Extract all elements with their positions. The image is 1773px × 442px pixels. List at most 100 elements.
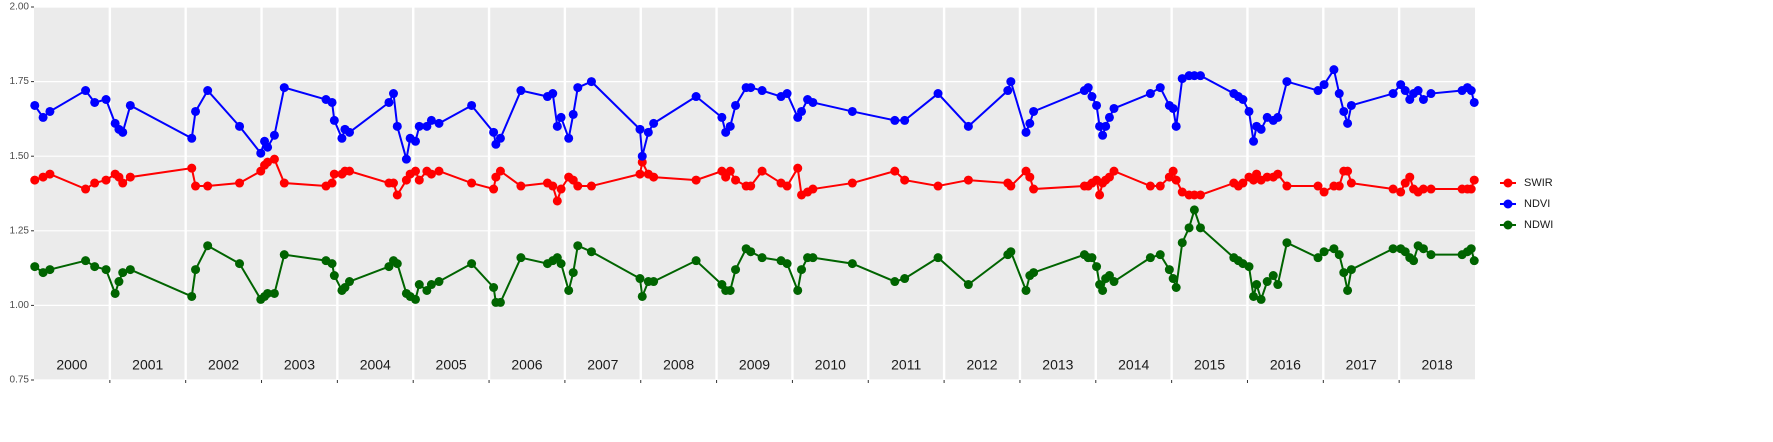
point xyxy=(1268,271,1278,281)
y-tick-label: 1.50 xyxy=(10,151,30,162)
point xyxy=(552,121,562,131)
point xyxy=(1256,294,1266,304)
point xyxy=(1104,112,1114,122)
point xyxy=(269,130,279,140)
point xyxy=(573,241,583,251)
point xyxy=(1177,238,1187,248)
point xyxy=(847,259,857,269)
point xyxy=(586,77,596,87)
point xyxy=(890,166,900,176)
point xyxy=(1319,187,1329,197)
point xyxy=(1171,121,1181,131)
year-label: 2015 xyxy=(1194,357,1225,373)
point xyxy=(1388,89,1398,99)
point xyxy=(556,259,566,269)
point xyxy=(1346,265,1356,275)
legend-key xyxy=(1503,199,1513,209)
point xyxy=(392,259,402,269)
point xyxy=(327,97,337,107)
point xyxy=(434,118,444,128)
point xyxy=(1426,250,1436,260)
point xyxy=(731,100,741,110)
point xyxy=(30,100,40,110)
point xyxy=(1195,71,1205,81)
point xyxy=(30,262,40,272)
point xyxy=(38,112,48,122)
point xyxy=(1319,247,1329,257)
point xyxy=(637,291,647,301)
legend-key xyxy=(1503,178,1513,188)
point xyxy=(1346,178,1356,188)
point xyxy=(38,172,48,182)
point xyxy=(467,100,477,110)
year-label: 2010 xyxy=(815,357,846,373)
point xyxy=(573,181,583,191)
point xyxy=(125,172,135,182)
point xyxy=(1109,103,1119,113)
point xyxy=(691,92,701,102)
point xyxy=(1469,256,1479,266)
point xyxy=(263,288,273,298)
point xyxy=(1426,89,1436,99)
point xyxy=(384,97,394,107)
point xyxy=(187,163,197,173)
point xyxy=(203,86,213,96)
point xyxy=(337,133,347,143)
point xyxy=(649,277,659,287)
year-label: 2008 xyxy=(663,357,694,373)
point xyxy=(900,115,910,125)
y-tick-label: 1.75 xyxy=(10,76,30,87)
point xyxy=(1101,121,1111,131)
point xyxy=(191,106,201,116)
point xyxy=(1339,268,1349,278)
point xyxy=(203,241,213,251)
point xyxy=(45,265,55,275)
point xyxy=(963,121,973,131)
point xyxy=(1006,77,1016,87)
point xyxy=(516,253,526,263)
y-tick-label: 1.25 xyxy=(10,225,30,236)
point xyxy=(1329,65,1339,75)
point xyxy=(1343,166,1353,176)
panel xyxy=(34,7,1475,380)
point xyxy=(900,274,910,284)
point xyxy=(345,166,355,176)
point xyxy=(388,89,398,99)
point xyxy=(1087,253,1097,263)
point xyxy=(101,95,111,105)
point xyxy=(495,297,505,307)
point xyxy=(1177,74,1187,84)
year-label: 2006 xyxy=(511,357,542,373)
point xyxy=(933,253,943,263)
point xyxy=(1256,124,1266,134)
point xyxy=(808,97,818,107)
point xyxy=(890,115,900,125)
point xyxy=(933,181,943,191)
point xyxy=(489,282,499,292)
point xyxy=(516,86,526,96)
point xyxy=(757,166,767,176)
point xyxy=(1346,100,1356,110)
point xyxy=(1177,187,1187,197)
point xyxy=(1145,181,1155,191)
point xyxy=(263,142,273,152)
point xyxy=(191,265,201,275)
point xyxy=(1469,97,1479,107)
point xyxy=(1021,127,1031,137)
point xyxy=(1273,112,1283,122)
point xyxy=(1405,172,1415,182)
point xyxy=(90,262,100,272)
point xyxy=(731,265,741,275)
point xyxy=(725,166,735,176)
point xyxy=(900,175,910,185)
point xyxy=(269,288,279,298)
point xyxy=(203,181,213,191)
point xyxy=(279,178,289,188)
year-label: 2003 xyxy=(284,357,315,373)
point xyxy=(568,268,578,278)
point xyxy=(279,83,289,93)
point xyxy=(1262,277,1272,287)
point xyxy=(1249,136,1259,146)
point xyxy=(1195,223,1205,233)
